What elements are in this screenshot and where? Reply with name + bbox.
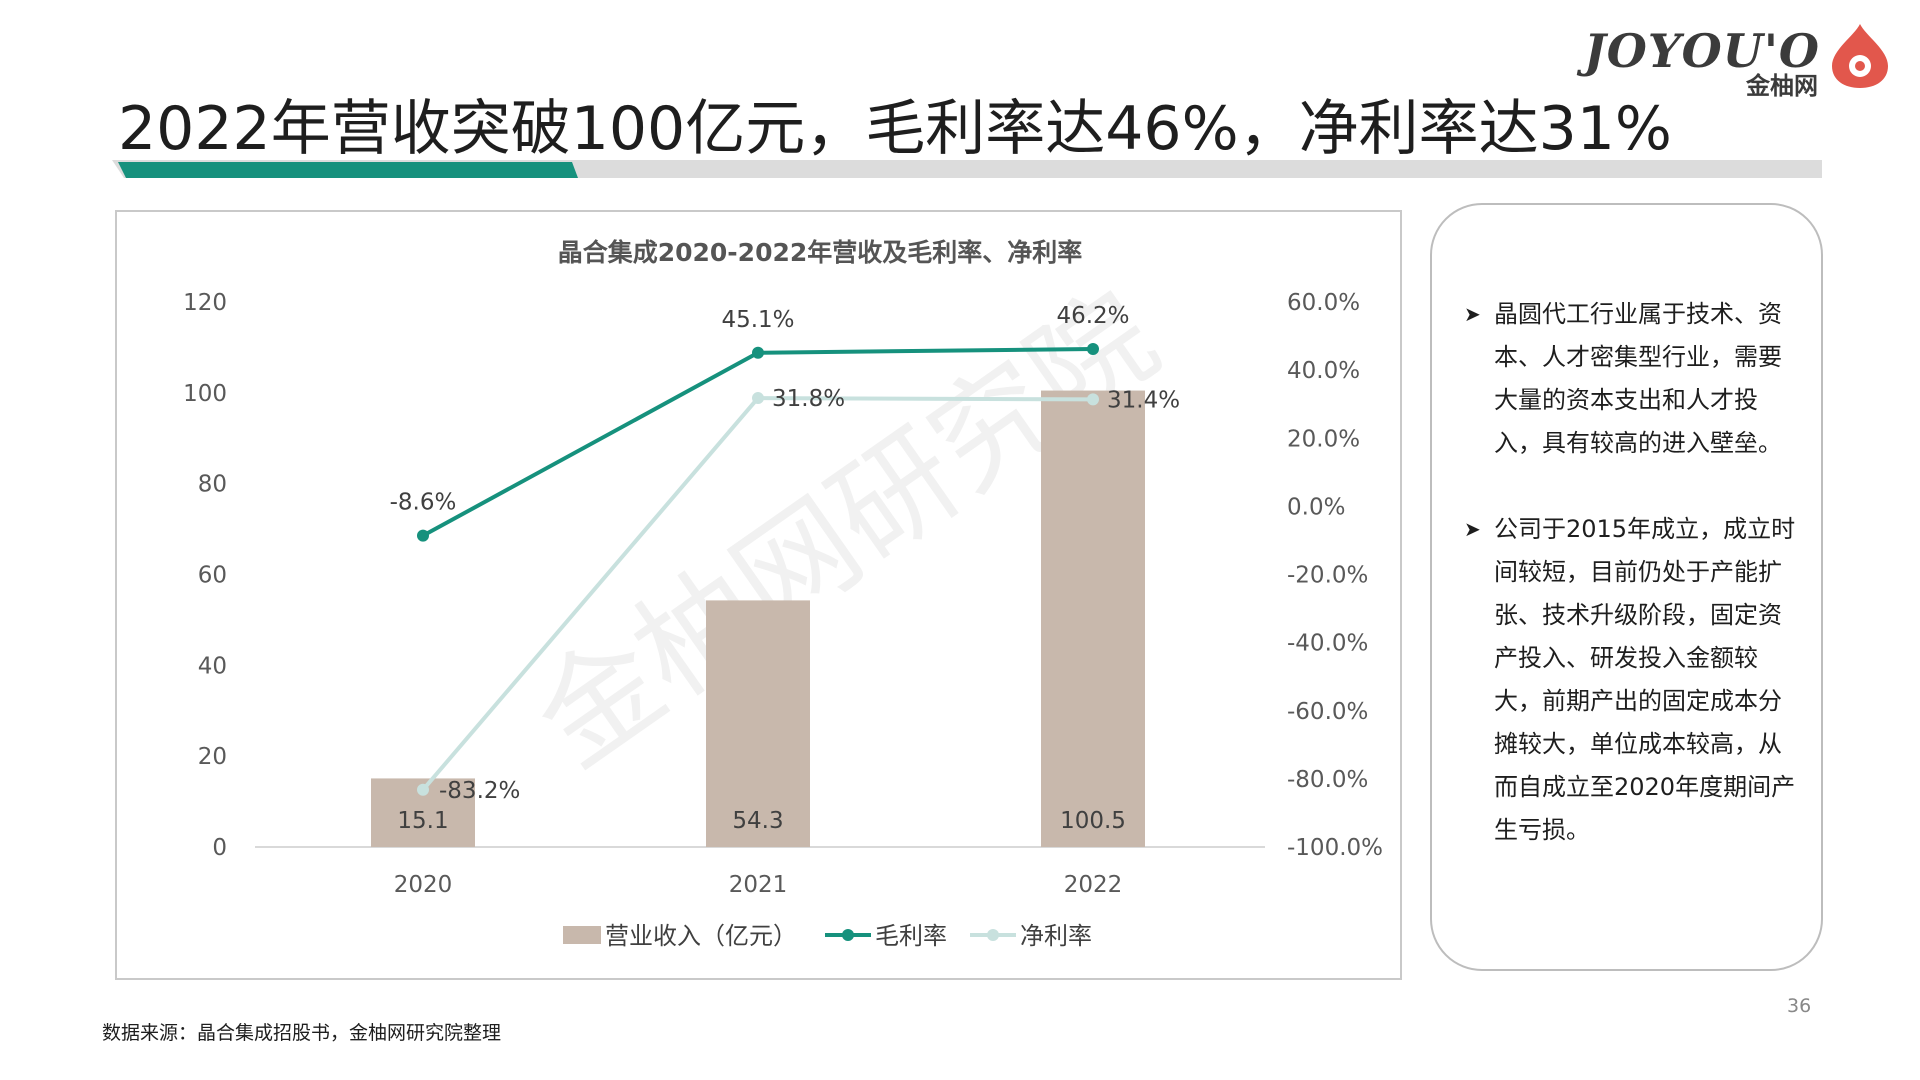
legend-marker-gross-margin	[842, 929, 854, 941]
net-margin-point	[1087, 393, 1099, 406]
data-source: 数据来源：晶合集成招股书，金柚网研究院整理	[102, 1022, 502, 1044]
chart-title: 晶合集成2020-2022年营收及毛利率、净利率	[558, 238, 1083, 267]
chart-frame	[115, 210, 1402, 980]
page-number: 36	[1787, 995, 1812, 1017]
legend-swatch-revenue	[563, 926, 601, 944]
x-tick-label: 2021	[729, 872, 788, 898]
y-left-tick-label: 120	[183, 290, 227, 316]
y-right-tick-label: 20.0%	[1287, 426, 1360, 452]
gross-margin-label: -8.6%	[390, 490, 457, 516]
gross-margin-label: 46.2%	[1056, 303, 1129, 329]
title-underline	[112, 160, 1822, 178]
gross-margin-point	[417, 529, 429, 542]
legend-label-gross-margin: 毛利率	[875, 922, 947, 950]
y-right-tick-label: 60.0%	[1287, 290, 1360, 316]
x-tick-label: 2022	[1064, 872, 1123, 898]
net-margin-point	[417, 783, 429, 796]
page-title: 2022年营收突破100亿元，毛利率达46%，净利率达31%	[118, 94, 1672, 164]
y-right-tick-label: 40.0%	[1287, 358, 1360, 384]
grapefruit-logo-icon	[1832, 24, 1888, 88]
revenue-bar	[706, 600, 810, 847]
bar-value-label: 100.5	[1060, 808, 1126, 834]
y-right-tick-label: 0.0%	[1287, 494, 1345, 520]
y-right-tick-label: -60.0%	[1287, 699, 1368, 725]
net-margin-point	[752, 392, 764, 405]
legend-label-net-margin: 净利率	[1020, 922, 1092, 950]
arrow-bullet-icon: ➤	[1464, 302, 1481, 326]
y-left-tick-label: 20	[198, 744, 227, 770]
plot-area: 0 20 40 60 80 100 120 -100.0% -80.0% -60.0% -40.0%…	[183, 290, 1383, 898]
y-left-tick-label: 40	[198, 653, 227, 679]
y-left-tick-label: 80	[198, 472, 227, 498]
y-right-tick-label: -20.0%	[1287, 563, 1368, 589]
bar-value-label: 15.1	[397, 808, 448, 834]
arrow-bullet-icon: ➤	[1464, 517, 1481, 541]
legend-marker-net-margin	[987, 929, 999, 941]
y-left-tick-label: 0	[212, 835, 227, 861]
revenue-margin-chart: 金柚网研究院 晶合集成2020-2022年营收及毛利率、净利率 02040608…	[183, 238, 1383, 950]
y-right-tick-label: -100.0%	[1287, 835, 1383, 861]
brand-wordmark: JOYOU'O	[1583, 24, 1820, 78]
y-right-tick-label: -40.0%	[1287, 631, 1368, 657]
notes-panel: ➤ 晶圆代工行业属于技术、资本、人才密集型行业，需要大量的资本支出和人才投入，具…	[1430, 203, 1823, 971]
net-margin-label: 31.4%	[1107, 387, 1180, 413]
chart-legend: 营业收入（亿元） 毛利率 净利率	[563, 922, 1092, 950]
y-left-tick-label: 100	[183, 381, 227, 407]
gross-margin-point	[1087, 343, 1099, 356]
y-right-tick-label: -80.0%	[1287, 767, 1368, 793]
brand-logo: JOYOU'O 金柚网	[1584, 14, 1892, 100]
net-margin-label: 31.8%	[772, 386, 845, 412]
gross-margin-label: 45.1%	[721, 307, 794, 333]
legend-label-revenue: 营业收入（亿元）	[605, 922, 797, 950]
note-text: 公司于2015年成立，成立时间较短，目前仍处于产能扩张、技术升级阶段，固定资产投…	[1494, 515, 1796, 844]
note-text: 晶圆代工行业属于技术、资本、人才密集型行业，需要大量的资本支出和人才投入，具有较…	[1494, 300, 1782, 457]
note-item: ➤ 晶圆代工行业属于技术、资本、人才密集型行业，需要大量的资本支出和人才投入，具…	[1464, 293, 1801, 465]
gross-margin-point	[752, 346, 764, 359]
revenue-bar	[1041, 390, 1145, 847]
y-left-tick-label: 60	[198, 563, 227, 589]
bar-value-label: 54.3	[732, 808, 783, 834]
note-item: ➤ 公司于2015年成立，成立时间较短，目前仍处于产能扩张、技术升级阶段，固定资…	[1464, 508, 1801, 852]
net-margin-label: -83.2%	[439, 778, 520, 804]
brand-name: 金柚网	[1746, 72, 1818, 100]
x-tick-label: 2020	[394, 872, 453, 898]
